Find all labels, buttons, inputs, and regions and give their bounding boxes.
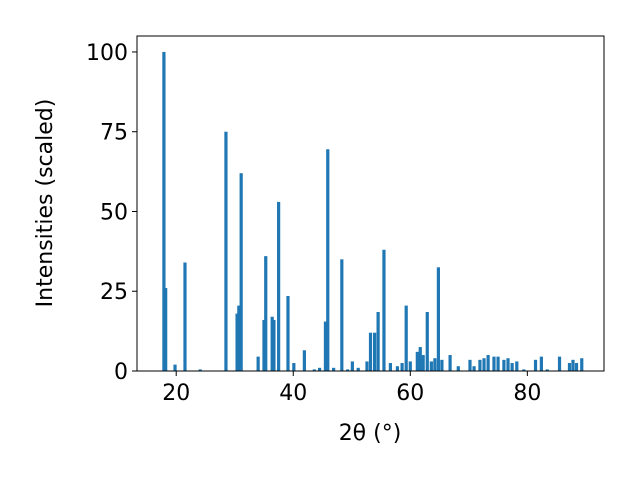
bar (448, 355, 452, 371)
x-tick-label: 20 (162, 381, 190, 406)
bar (408, 361, 412, 371)
bar (326, 149, 330, 371)
bar (472, 366, 476, 371)
bar (277, 201, 281, 371)
bar (545, 369, 549, 371)
y-tick-label: 50 (100, 200, 128, 225)
bar (418, 347, 422, 371)
bar (346, 369, 350, 371)
bar (224, 131, 228, 371)
bar (415, 351, 419, 371)
bar (365, 361, 369, 371)
bar (183, 262, 187, 371)
bar (198, 369, 202, 371)
bar (239, 173, 243, 371)
bar (510, 363, 514, 371)
bar (436, 267, 440, 371)
bar (350, 361, 354, 371)
bar (482, 358, 486, 371)
x-tick-label: 60 (396, 381, 424, 406)
bar (317, 367, 322, 371)
bar (262, 319, 266, 371)
bar (382, 249, 386, 371)
bar (368, 332, 373, 371)
bar (312, 369, 316, 371)
bar (235, 313, 239, 371)
bar (574, 363, 579, 371)
bar (356, 367, 360, 371)
bar (286, 296, 290, 371)
bar (429, 361, 433, 371)
bar (440, 359, 444, 371)
bar (376, 311, 380, 371)
bar (539, 356, 543, 371)
bar (486, 355, 490, 371)
plot-frame (136, 35, 605, 372)
x-axis-label: 2θ (°) (339, 421, 402, 446)
bar (404, 305, 408, 371)
bar (533, 359, 538, 371)
bar (502, 359, 506, 371)
bar (421, 355, 425, 371)
bar (492, 356, 496, 371)
bar (571, 359, 575, 371)
bar (164, 288, 168, 371)
y-tick-label: 25 (100, 280, 128, 305)
bar (496, 356, 500, 371)
bar (302, 350, 306, 371)
bar (292, 363, 296, 371)
bar (580, 358, 584, 371)
bar (173, 364, 177, 371)
bar (468, 359, 472, 371)
y-axis-label: Intensities (scaled) (33, 99, 58, 308)
bar (162, 51, 166, 371)
bar (372, 332, 377, 371)
bar (237, 305, 241, 371)
bar (425, 311, 429, 371)
bar (557, 356, 562, 371)
bar (400, 363, 404, 371)
bar (506, 358, 510, 371)
bar (264, 256, 268, 371)
bar (478, 359, 482, 371)
y-tick-label: 0 (114, 360, 128, 385)
y-tick-label: 100 (86, 41, 128, 66)
bar (567, 363, 572, 371)
x-tick-label: 40 (279, 381, 307, 406)
bar (456, 366, 460, 371)
bar (272, 319, 276, 371)
bar (395, 366, 400, 371)
bar (323, 321, 328, 371)
bar (332, 367, 336, 371)
bar (433, 358, 437, 371)
bar (340, 259, 344, 371)
bar (388, 363, 392, 371)
bar (256, 356, 260, 371)
bar (515, 361, 519, 371)
y-tick-label: 75 (100, 121, 128, 146)
bar (522, 369, 526, 371)
x-tick-label: 80 (513, 381, 541, 406)
bar (270, 316, 274, 371)
